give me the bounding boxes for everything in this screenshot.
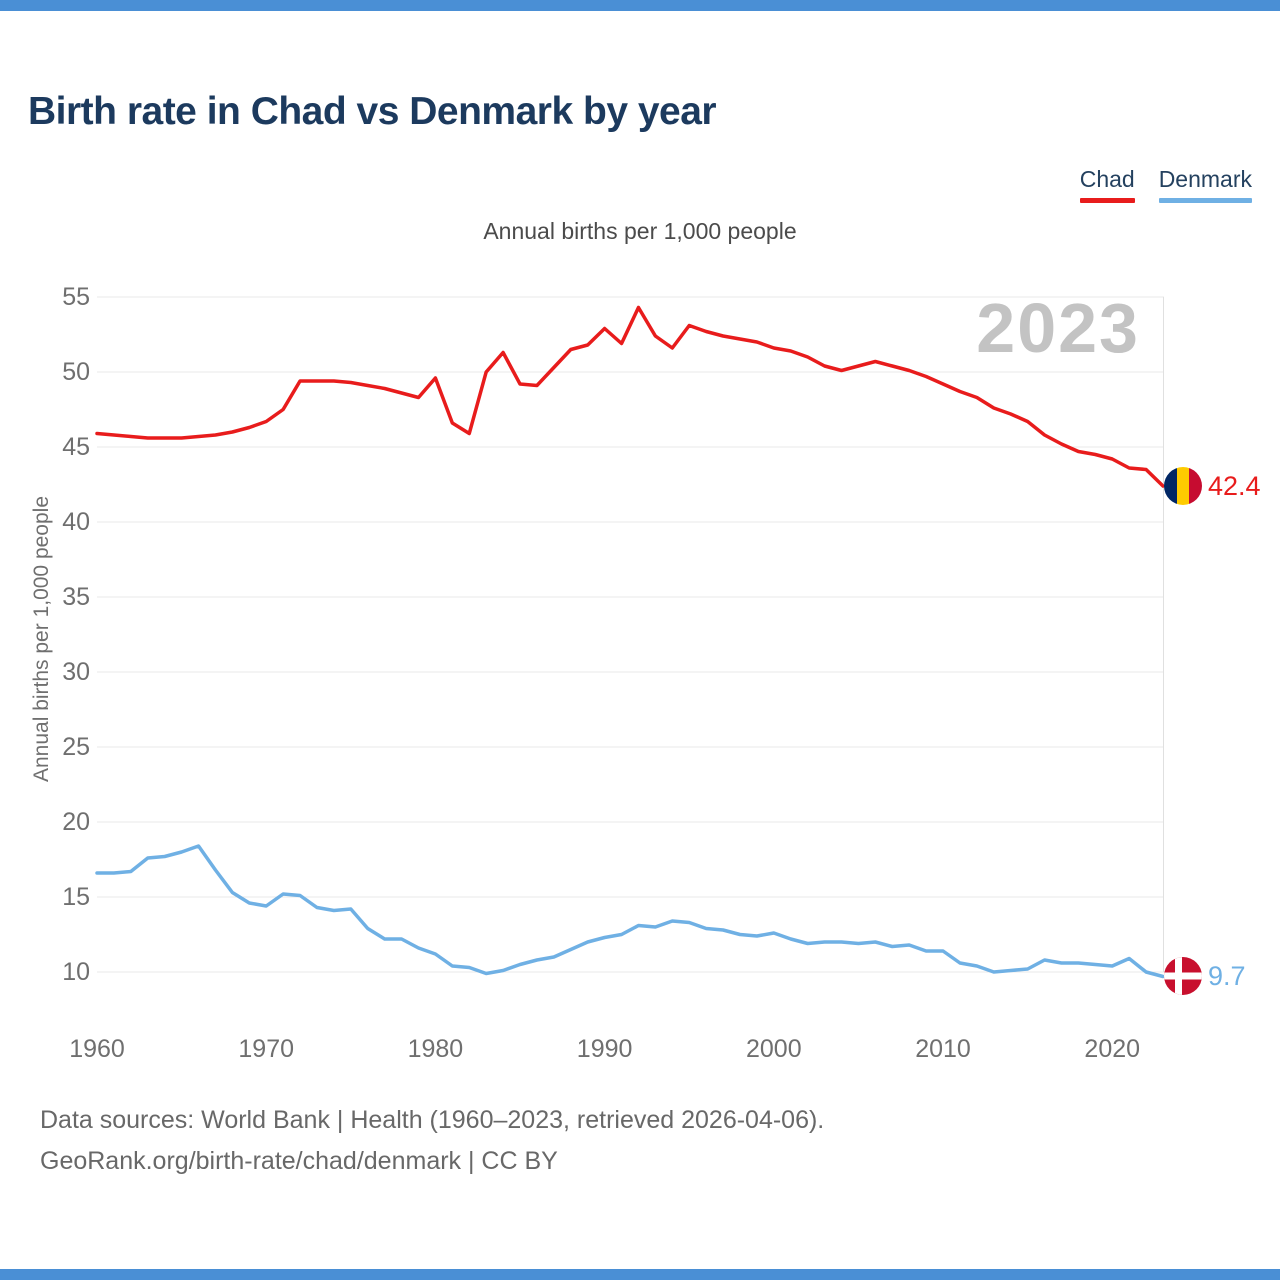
chad-flag-icon xyxy=(1164,467,1202,505)
legend-label-chad: Chad xyxy=(1079,166,1135,192)
y-tick-label: 30 xyxy=(62,658,90,686)
legend-label-denmark: Denmark xyxy=(1158,166,1252,192)
y-tick-label: 20 xyxy=(62,808,90,836)
y-tick-label: 50 xyxy=(62,358,90,386)
bottom-accent-bar xyxy=(0,1269,1280,1280)
chad-end-value: 42.4 xyxy=(1208,471,1261,501)
y-tick-label: 35 xyxy=(62,583,90,611)
top-accent-bar xyxy=(0,0,1280,11)
denmark-flag-icon xyxy=(1164,957,1202,995)
year-watermark: 2023 xyxy=(976,289,1140,367)
x-tick-label: 2000 xyxy=(746,1035,802,1063)
y-tick-label: 10 xyxy=(62,958,90,986)
x-tick-label: 1960 xyxy=(69,1035,125,1063)
y-tick-label: 55 xyxy=(62,283,90,311)
chart-subtitle: Annual births per 1,000 people xyxy=(483,218,797,244)
legend-item-denmark[interactable]: Denmark xyxy=(1158,166,1252,203)
x-tick-label: 1980 xyxy=(407,1035,464,1063)
y-tick-label: 25 xyxy=(62,733,90,761)
x-tick-label: 2020 xyxy=(1084,1035,1141,1063)
x-tick-label: 1970 xyxy=(238,1035,295,1063)
y-tick-label: 15 xyxy=(62,883,90,911)
legend: Chad Denmark xyxy=(1079,166,1252,203)
footer-attribution: GeoRank.org/birth-rate/chad/denmark | CC… xyxy=(40,1147,558,1175)
legend-swatch-denmark xyxy=(1158,198,1252,203)
page-title: Birth rate in Chad vs Denmark by year xyxy=(28,90,717,133)
footer-data-sources: Data sources: World Bank | Health (1960–… xyxy=(40,1106,825,1134)
denmark-end-value: 9.7 xyxy=(1208,961,1246,991)
legend-item-chad[interactable]: Chad xyxy=(1079,166,1135,203)
x-tick-label: 2010 xyxy=(915,1035,971,1063)
y-tick-label: 45 xyxy=(62,433,90,461)
footer: Data sources: World Bank | Health (1960–… xyxy=(40,1100,824,1182)
y-tick-label: 40 xyxy=(62,508,90,536)
legend-swatch-chad xyxy=(1079,198,1135,203)
x-tick-label: 1990 xyxy=(576,1035,633,1063)
